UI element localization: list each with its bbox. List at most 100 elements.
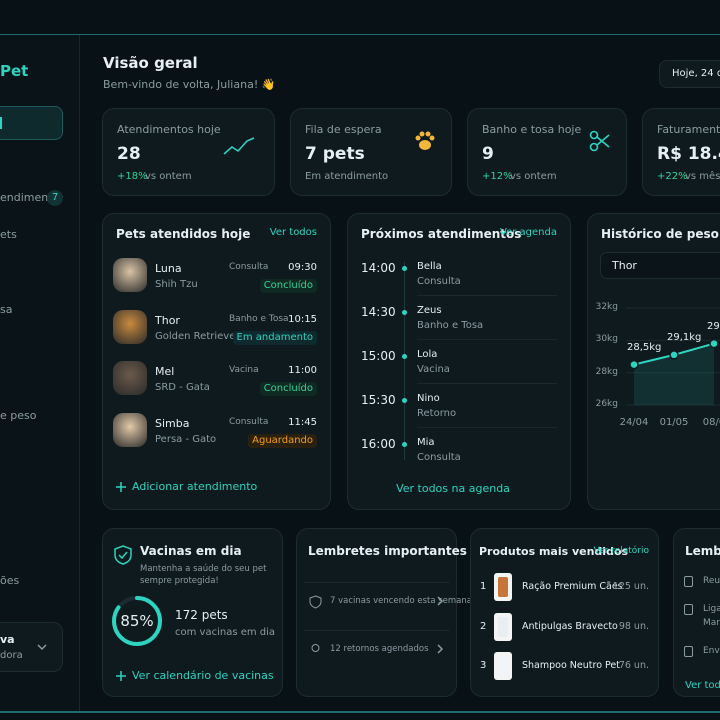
shield: [114, 545, 132, 565]
user-role: dora: [0, 650, 23, 661]
card-link[interactable]: Ver todos: [269, 227, 317, 238]
nav-active-icon: [0, 117, 2, 129]
stat-note: vs ontem: [510, 171, 557, 182]
appt-service: Banho e Tosa: [417, 320, 484, 331]
pet-service: Consulta: [229, 416, 269, 427]
reminders-card: [296, 528, 457, 697]
pet-name: Mel: [155, 365, 175, 378]
product-qty: 76 un.: [618, 660, 649, 671]
stat-label: Faturamento d: [657, 123, 720, 136]
scissors-icon: [589, 130, 610, 152]
pet-name: Thor: [155, 313, 180, 327]
timeline: [404, 262, 405, 460]
x-tick-label: 08/0: [702, 417, 720, 428]
stat-card: [290, 108, 452, 196]
card-title: Lembretes importantes: [308, 544, 467, 558]
pet-breed: Golden Retriever: [155, 330, 240, 342]
card-title: Vacinas em dia: [140, 544, 242, 558]
agenda-link[interactable]: Ver todos na agenda: [396, 482, 510, 495]
chevron: [37, 644, 47, 651]
pet-breed: SRD - Gata: [155, 382, 210, 393]
chevron: [437, 596, 444, 606]
top-border: [0, 34, 720, 35]
paw-pad: [419, 140, 431, 150]
pet-select-text: Thor: [612, 259, 637, 272]
stat-change: +12%: [482, 171, 513, 182]
appt-name: Zeus: [417, 305, 442, 316]
product-name: Antipulgas Bravecto: [522, 620, 618, 632]
page-subtitle: Bem-vindo de volta, Juliana! 👋: [103, 78, 276, 91]
row-divider: [417, 339, 557, 340]
trend-icon: [223, 137, 255, 155]
card-link[interactable]: Ver tod: [685, 680, 720, 691]
pet-breed: Shih Tzu: [155, 279, 198, 290]
timeline-dot: [402, 398, 407, 403]
date-button[interactable]: [659, 60, 720, 88]
reminder-row[interactable]: [304, 630, 450, 668]
appt-name: Nino: [417, 393, 440, 404]
stat-card: [467, 108, 627, 196]
date-text: Hoje, 24 de: [672, 68, 720, 79]
plus: [116, 671, 126, 681]
nav-item[interactable]: e peso: [0, 409, 37, 422]
chevron: [437, 644, 444, 654]
appt-name: Bella: [417, 261, 442, 272]
nav-active[interactable]: [0, 106, 63, 140]
timeline-dot: [402, 354, 407, 359]
partial-icon: [684, 646, 693, 657]
plus-icon: [116, 482, 126, 492]
page-title: Visão geral: [103, 54, 198, 72]
appt-time: 14:00: [361, 261, 396, 275]
partial-icon: [684, 604, 693, 615]
user-card[interactable]: [0, 622, 63, 672]
paw-icon: [415, 131, 435, 150]
reminder-glyph: [311, 644, 320, 652]
stat-card: [642, 108, 720, 196]
add-button[interactable]: Adicionar atendimento: [132, 480, 258, 493]
ring-label: 85%: [120, 612, 154, 630]
pet-service: Vacina: [229, 365, 259, 375]
product-name: Ração Premium Cães: [522, 581, 623, 592]
pet-select[interactable]: [600, 252, 720, 279]
stat-change: +22%: [657, 171, 688, 182]
stat-label: Atendimentos hoje: [117, 123, 221, 136]
pet-avatar: [113, 309, 147, 344]
card-link[interactable]: Ver agenda: [500, 227, 557, 238]
nav-item[interactable]: ões: [0, 574, 20, 587]
appt-name: Lola: [417, 349, 438, 360]
product-pack: [498, 656, 508, 676]
appt-time: 14:30: [361, 305, 396, 319]
sidebar: [0, 35, 80, 711]
pet-avatar: [113, 361, 147, 395]
nav-item[interactable]: ets: [0, 228, 17, 241]
reminder-row[interactable]: [304, 582, 450, 620]
reminder-icon: [309, 595, 322, 609]
upcoming-card: [347, 213, 571, 510]
card-link[interactable]: Ver calendário de vacinas: [132, 669, 274, 682]
x-tick-label: 24/04: [619, 417, 649, 428]
product-rank: 1: [480, 581, 487, 592]
product-rank: 3: [480, 660, 487, 671]
row-divider: [417, 295, 557, 296]
appt-service: Retorno: [417, 408, 457, 419]
card-title: Histórico de peso: [601, 227, 719, 241]
card-title: Pets atendidos hoje: [116, 227, 251, 241]
user-name: va: [0, 633, 15, 646]
partial-card: [673, 528, 720, 697]
vaccine-note: com vacinas em dia: [175, 627, 276, 638]
card-link[interactable]: Ver relatório: [593, 546, 649, 556]
partial-item: Reun: [703, 576, 720, 586]
card-title: Produtos mais vendidos: [479, 545, 629, 558]
scissor-blade: [596, 134, 610, 148]
product-pack: [498, 577, 508, 597]
y-tick-label: 32kg: [595, 302, 618, 312]
appt-service: Consulta: [417, 452, 461, 463]
appt-time: 15:00: [361, 349, 396, 363]
nav-item[interactable]: sa: [0, 303, 13, 316]
pet-time: 11:00: [288, 365, 317, 376]
trend-line: [223, 137, 255, 155]
pet-service: Consulta: [229, 262, 269, 272]
user-chevron: [37, 644, 47, 651]
nav-item[interactable]: endimento: [0, 191, 60, 204]
